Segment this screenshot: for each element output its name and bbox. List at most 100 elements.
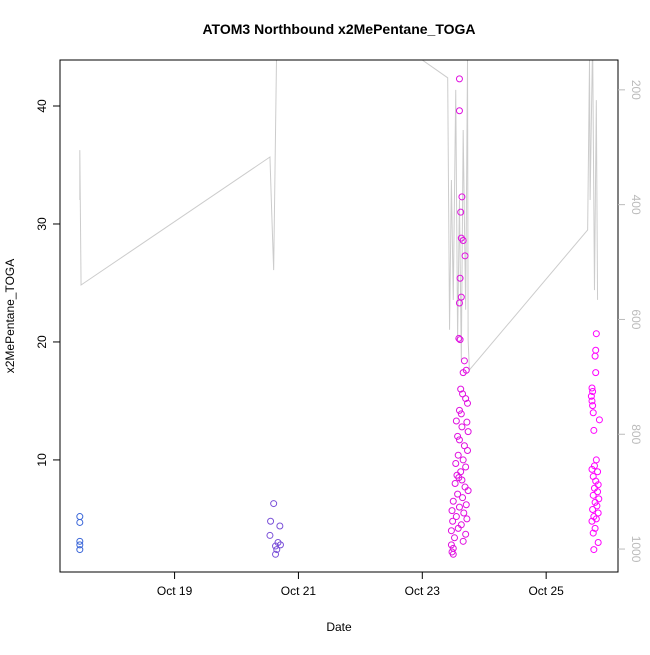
point: [455, 299, 463, 307]
point: [589, 409, 597, 417]
point: [464, 399, 472, 407]
point: [461, 252, 469, 260]
point: [459, 537, 467, 545]
point: [456, 336, 464, 344]
x-tick-label: Oct 19: [157, 584, 193, 598]
point: [595, 416, 603, 424]
point: [592, 369, 600, 377]
point: [76, 518, 84, 526]
point: [591, 352, 599, 360]
point: [276, 522, 284, 530]
point: [591, 524, 599, 532]
point: [459, 494, 467, 502]
point: [463, 418, 471, 426]
point: [449, 497, 457, 505]
point: [455, 107, 463, 115]
x-tick-label: Oct 23: [405, 584, 441, 598]
point: [454, 490, 462, 498]
y-tick-label: 20: [35, 335, 49, 349]
point: [588, 397, 596, 405]
point: [267, 517, 275, 525]
y-tick-label: 30: [35, 217, 49, 231]
y-tick-label: 40: [35, 99, 49, 113]
point: [589, 491, 597, 499]
point: [455, 503, 463, 511]
point: [588, 384, 596, 392]
point: [456, 274, 464, 282]
point: [449, 517, 457, 525]
point: [587, 392, 595, 400]
point: [590, 546, 598, 554]
point: [455, 75, 463, 83]
point: [452, 513, 460, 521]
point: [76, 541, 84, 549]
point: [589, 402, 597, 410]
point: [589, 388, 597, 396]
y2-tick-label: 400: [629, 195, 643, 215]
point: [454, 432, 462, 440]
point: [462, 463, 470, 471]
point: [464, 428, 472, 436]
point: [458, 193, 466, 201]
point: [589, 529, 597, 537]
point: [594, 468, 602, 476]
point: [457, 385, 465, 393]
point: [447, 541, 455, 549]
point: [594, 539, 602, 547]
point: [592, 330, 600, 338]
y-tick-label: 10: [35, 453, 49, 467]
point: [458, 423, 466, 431]
point: [447, 527, 455, 535]
point: [452, 417, 460, 425]
chart-title: ATOM3 Northbound x2MePentane_TOGA: [202, 21, 475, 37]
point: [272, 542, 280, 550]
point: [455, 334, 463, 342]
point: [272, 550, 280, 558]
point: [464, 446, 472, 454]
y2-tick-label: 200: [629, 80, 643, 100]
y2-tick-label: 800: [629, 424, 643, 444]
point: [454, 451, 462, 459]
point: [455, 436, 463, 444]
plot-area: [76, 60, 603, 558]
point: [270, 500, 278, 508]
point: [588, 517, 596, 525]
point: [460, 442, 468, 450]
y2-tick-label: 1000: [629, 536, 643, 563]
y2-tick-label: 600: [629, 309, 643, 329]
x-axis-label: Date: [326, 620, 352, 634]
point: [591, 498, 599, 506]
point: [266, 531, 274, 539]
point: [459, 456, 467, 464]
point: [462, 395, 470, 403]
point: [454, 524, 462, 532]
point: [451, 534, 459, 542]
point: [463, 515, 471, 523]
point: [458, 476, 466, 484]
y-axis-label: x2MePentane_TOGA: [3, 259, 17, 374]
point: [452, 459, 460, 467]
plot-frame: [59, 59, 619, 573]
point: [76, 546, 84, 554]
point: [459, 390, 467, 398]
point: [273, 546, 281, 554]
x-tick-label: Oct 21: [281, 584, 317, 598]
point: [457, 410, 465, 418]
point: [590, 426, 598, 434]
point: [460, 357, 468, 365]
point: [595, 495, 603, 503]
point: [455, 406, 463, 414]
point: [594, 481, 602, 489]
point: [76, 537, 84, 545]
point: [448, 507, 456, 515]
point: [459, 369, 467, 377]
point: [449, 550, 457, 558]
point: [276, 541, 284, 549]
point: [451, 480, 459, 488]
point: [459, 236, 467, 244]
point: [594, 488, 602, 496]
point: [589, 505, 597, 513]
